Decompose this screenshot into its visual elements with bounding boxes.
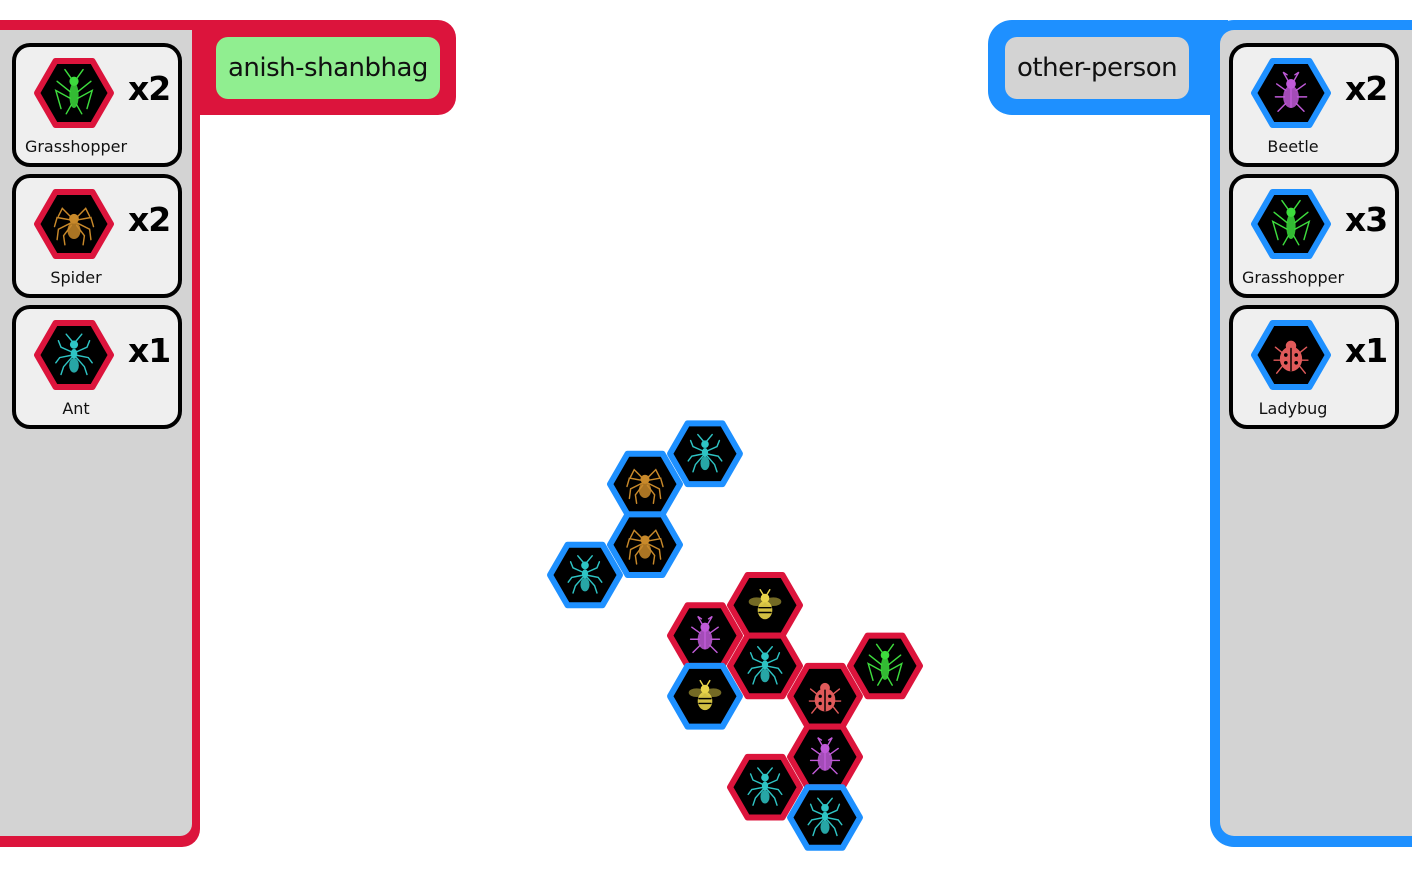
piece-label: Spider — [50, 268, 102, 287]
player2-hand-card-beetle[interactable]: x2 Beetle — [1229, 43, 1399, 167]
ladybug-icon — [1251, 320, 1331, 390]
ant-icon — [747, 767, 783, 806]
board-tile-ant[interactable] — [727, 753, 803, 821]
piece-count: x3 — [1345, 200, 1388, 239]
board-tile-spider[interactable] — [607, 450, 683, 518]
piece-count: x2 — [1345, 69, 1388, 108]
player2-name: other-person — [1005, 37, 1190, 99]
board-tile-bee[interactable] — [667, 662, 743, 730]
board-tile-ant[interactable] — [667, 420, 743, 488]
ant-icon — [567, 555, 603, 594]
player1-hand-card-spider[interactable]: x2 Spider — [12, 174, 182, 298]
board-tile-bee[interactable] — [727, 572, 803, 639]
ant-icon — [34, 320, 114, 390]
ant-icon — [687, 433, 723, 473]
piece-count: x2 — [128, 200, 171, 239]
piece-count: x1 — [1345, 331, 1388, 370]
grasshopper-icon — [1251, 189, 1331, 259]
board-tile-beetle[interactable] — [787, 723, 863, 791]
player2-hand-card-grasshopper[interactable]: x3 Grasshopper — [1229, 174, 1399, 298]
beetle-icon — [689, 615, 721, 654]
bee-icon — [688, 679, 722, 711]
ant-icon — [747, 646, 783, 685]
piece-label: Grasshopper — [24, 137, 128, 156]
beetle-icon — [809, 737, 841, 775]
piece-count: x2 — [128, 69, 171, 108]
piece-count: x1 — [128, 331, 171, 370]
beetle-icon — [1251, 58, 1331, 128]
board-tile-ladybug[interactable] — [787, 662, 863, 730]
bee-icon — [748, 588, 782, 620]
board-tile-ant[interactable] — [727, 632, 803, 700]
player1-name: anish-shanbhag — [216, 37, 440, 99]
board-tile-beetle[interactable] — [667, 602, 743, 669]
board-tile-ant[interactable] — [787, 784, 863, 851]
ladybug-icon — [808, 682, 842, 714]
piece-label: Ladybug — [1258, 399, 1328, 418]
piece-label: Ant — [62, 399, 90, 418]
spider-icon — [626, 468, 664, 504]
player2-hand-card-ladybug[interactable]: x1 Ladybug — [1229, 305, 1399, 429]
board-tile-grasshopper[interactable] — [847, 632, 923, 700]
grasshopper-icon — [867, 643, 903, 686]
piece-label: Grasshopper — [1241, 268, 1345, 287]
spider-icon — [626, 529, 664, 565]
player1-hand-card-grasshopper[interactable]: x2 Grasshopper — [12, 43, 182, 167]
board-tile-spider[interactable] — [607, 511, 683, 578]
spider-icon — [34, 189, 114, 259]
player1-hand-card-ant[interactable]: x1 Ant — [12, 305, 182, 429]
piece-label: Beetle — [1267, 137, 1319, 156]
grasshopper-icon — [34, 58, 114, 128]
board-tile-ant[interactable] — [547, 541, 623, 609]
ant-icon — [807, 797, 843, 837]
